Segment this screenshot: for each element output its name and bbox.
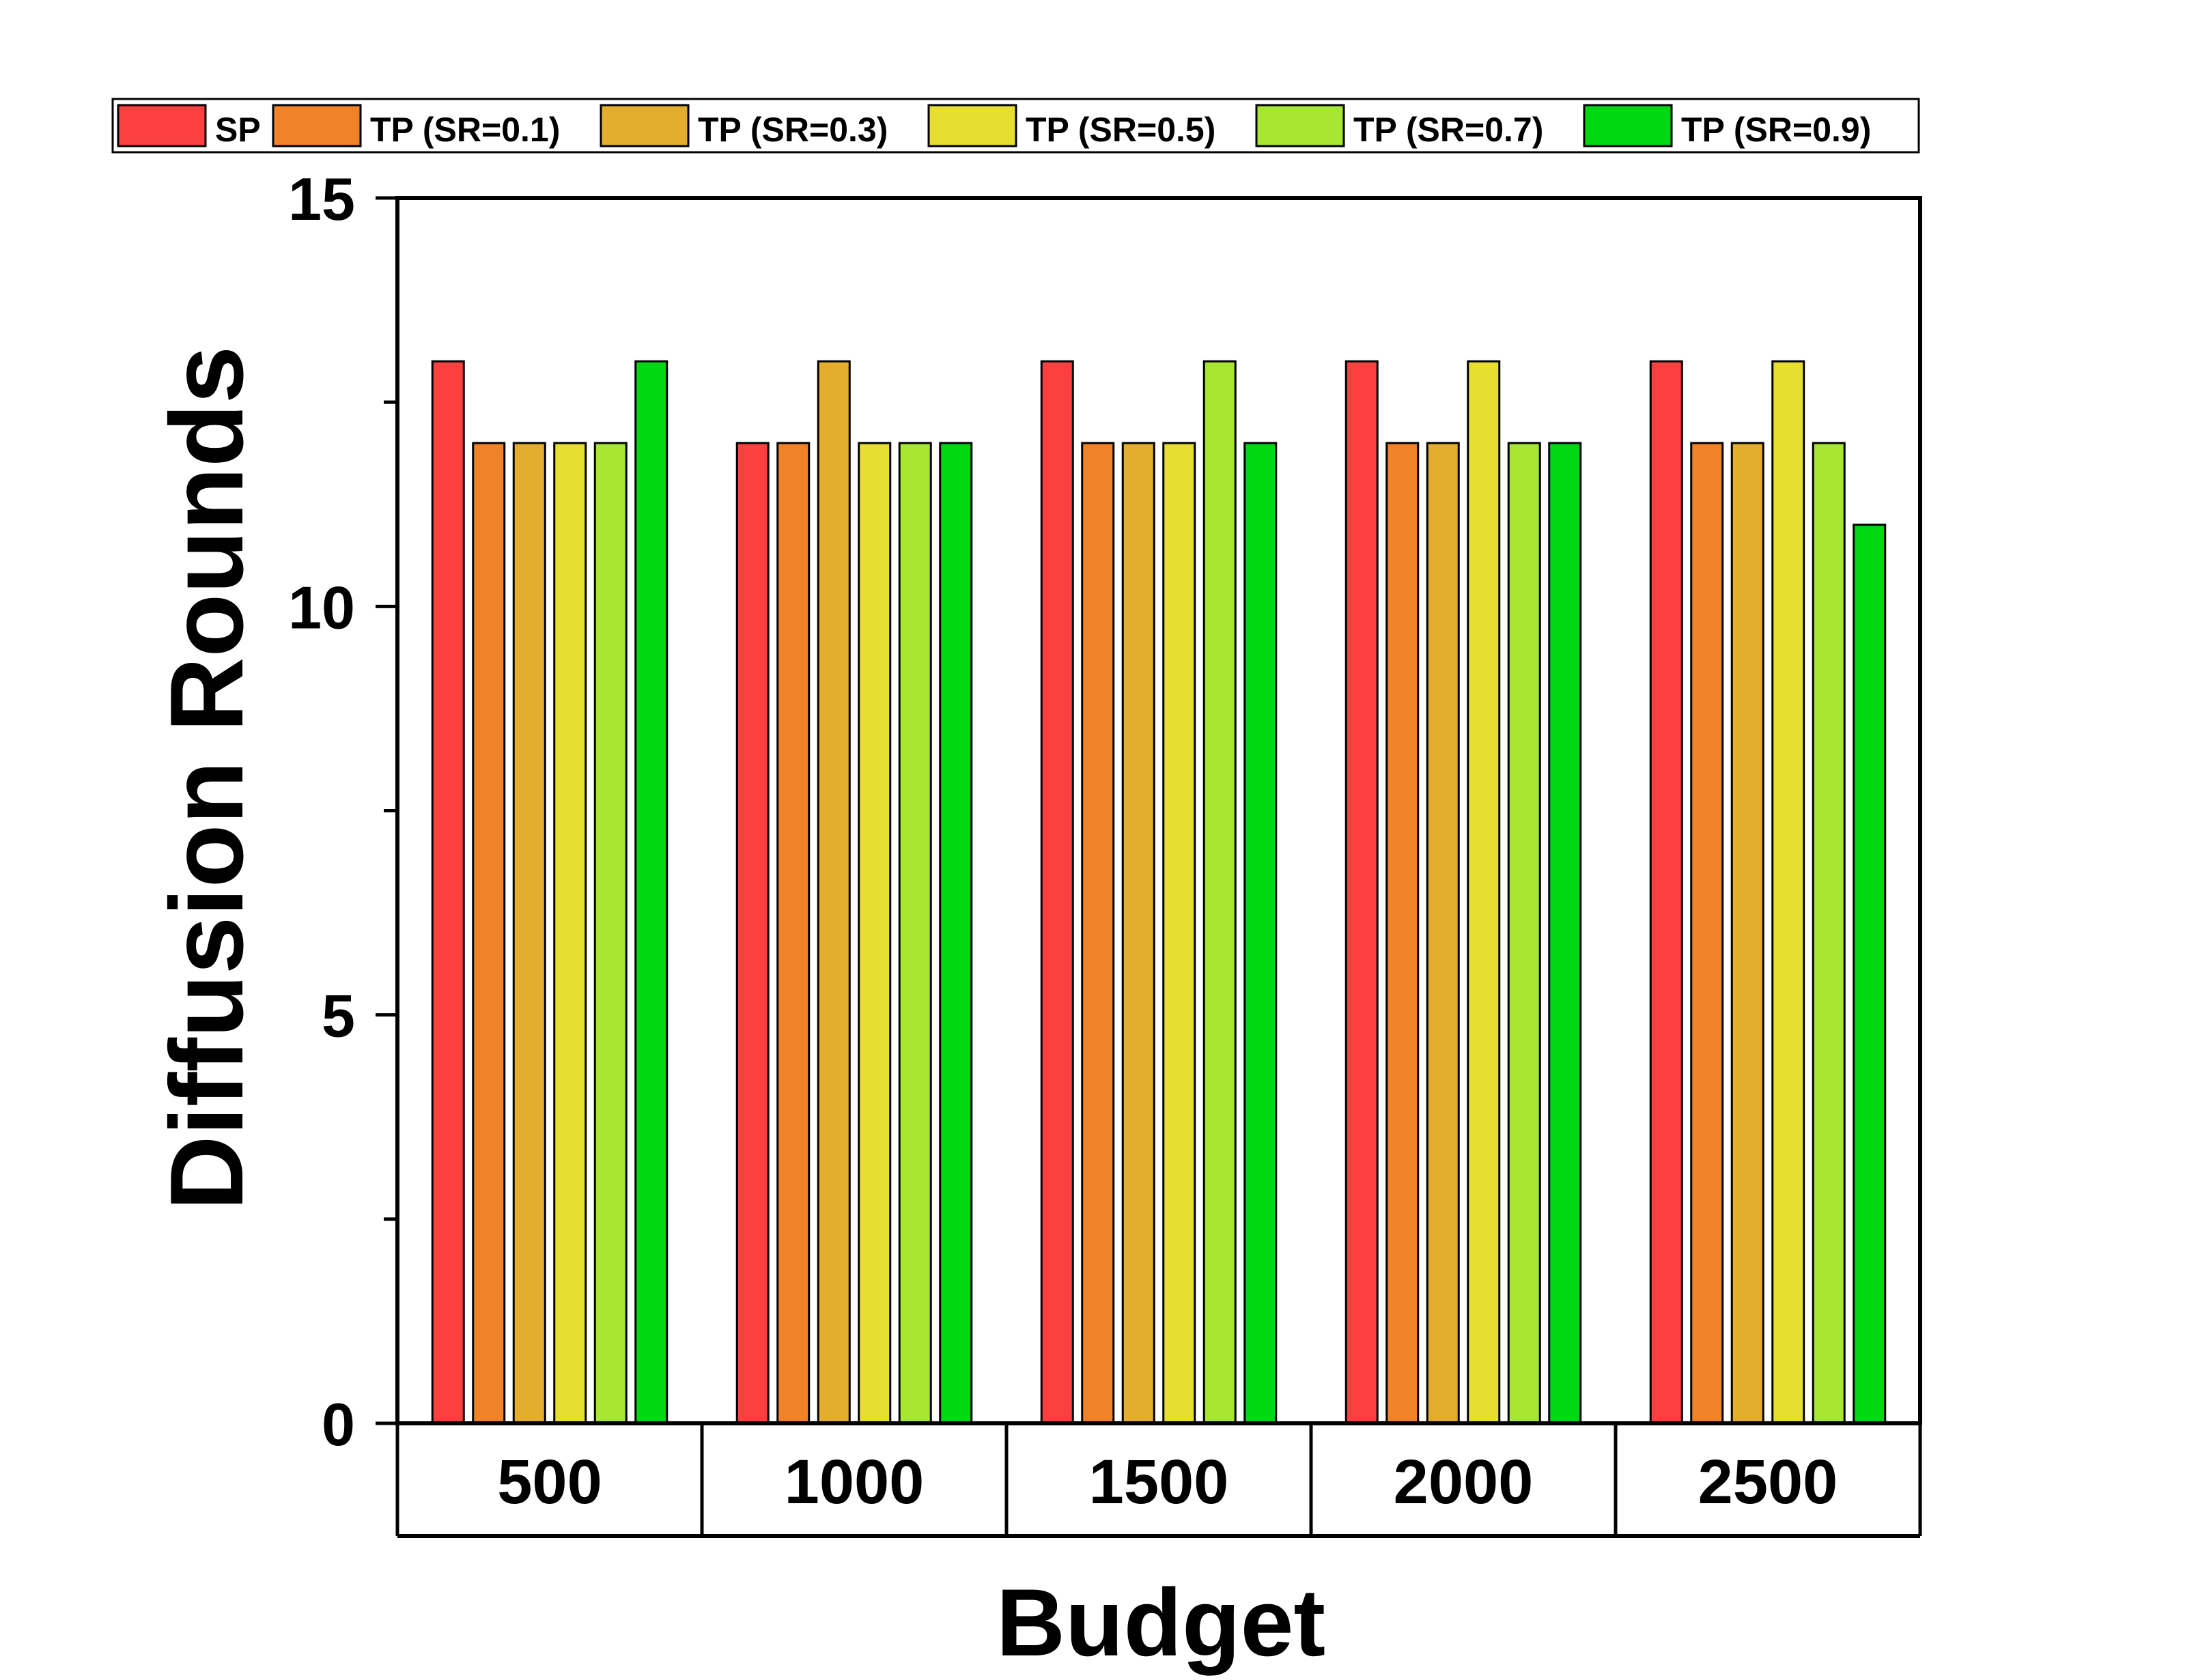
bar-2000-tp-sr-0-1 [1385,442,1420,1425]
legend-swatch [272,104,362,147]
legend-label: TP (SR=0.1) [370,111,560,149]
y-tick-label: 5 [322,982,355,1050]
bar-2500-tp-sr-0-3 [1730,442,1764,1425]
bar-1000-tp-sr-0-7 [898,442,932,1425]
bar-2000-tp-sr-0-9 [1548,442,1582,1425]
y-axis-label: Diffusion Rounds [149,346,265,1210]
bar-1000-tp-sr-0-1 [776,442,811,1425]
axes-group: 500 1000 1500 2000 2500 0 5 10 15 [288,165,1922,1538]
y-tick-label: 0 [322,1391,355,1458]
x-axis-label: Budget [996,1569,1325,1676]
y-tick-label: 10 [288,573,355,641]
bar-500-tp-sr-0-5 [553,442,587,1425]
bar-2000-tp-sr-0-3 [1426,442,1460,1425]
bar-1500-tp-sr-0-3 [1121,442,1155,1425]
bar-1500-tp-sr-0-5 [1162,442,1196,1425]
legend: SP TP (SR=0.1) TP (SR=0.3) TP (SR=0.5) TP (S… [111,98,1920,154]
bar-2500-tp-sr-0-1 [1690,442,1724,1425]
legend-label: SP [215,111,261,149]
bar-1500-tp-sr-0-7 [1202,360,1237,1425]
x-tick-label: 1500 [1089,1447,1229,1517]
bar-2500-tp-sr-0-7 [1812,442,1846,1425]
x-tick-label: 500 [497,1447,602,1517]
bar-1000-tp-sr-0-5 [858,442,892,1425]
x-tick-label: 2000 [1394,1447,1534,1517]
legend-swatch [117,104,207,147]
bar-500-sp [431,360,465,1425]
legend-label: TP (SR=0.9) [1681,111,1871,149]
bar-2500-tp-sr-0-5 [1771,360,1805,1425]
bar-500-tp-sr-0-3 [512,442,546,1425]
x-tick-label: 2500 [1698,1447,1838,1517]
bar-2500-tp-sr-0-9 [1853,524,1887,1425]
bar-1000-tp-sr-0-9 [939,442,973,1425]
bar-1000-tp-sr-0-3 [817,360,851,1425]
bar-500-tp-sr-0-9 [634,360,668,1425]
bar-2500-sp [1649,360,1683,1425]
legend-swatch [1583,104,1673,147]
legend-swatch [1255,104,1345,147]
legend-label: TP (SR=0.5) [1026,111,1215,149]
bar-1000-sp [735,442,770,1425]
legend-swatch [927,104,1017,147]
bar-500-tp-sr-0-1 [472,442,506,1425]
y-tick-label: 15 [288,165,355,233]
legend-swatch [600,104,690,147]
bar-2000-sp [1345,360,1379,1425]
bar-2000-tp-sr-0-5 [1467,360,1501,1425]
bar-1500-sp [1040,360,1074,1425]
bar-2000-tp-sr-0-7 [1507,442,1541,1425]
bars-group [431,360,1887,1425]
x-tick-label: 1000 [785,1447,925,1517]
bar-1500-tp-sr-0-1 [1081,442,1115,1425]
bar-1500-tp-sr-0-9 [1243,442,1278,1425]
legend-label: TP (SR=0.7) [1353,111,1543,149]
bar-500-tp-sr-0-7 [593,442,628,1425]
legend-label: TP (SR=0.3) [698,111,888,149]
